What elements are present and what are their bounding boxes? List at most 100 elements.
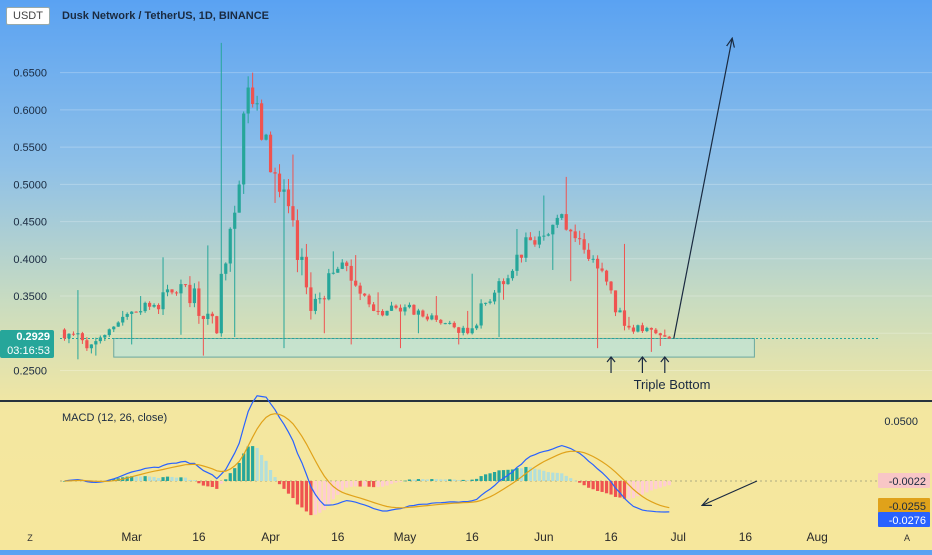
candle-body bbox=[363, 293, 367, 296]
macd-histogram-bar bbox=[165, 476, 170, 481]
macd-histogram-bar bbox=[497, 470, 501, 481]
arrow-head bbox=[606, 356, 616, 363]
candle-body bbox=[587, 249, 591, 259]
candle-body bbox=[85, 340, 89, 349]
macd-histogram-bar bbox=[519, 468, 524, 481]
macd-histogram-bar bbox=[201, 481, 205, 486]
candle-body bbox=[322, 298, 326, 300]
macd-value-badge bbox=[878, 498, 930, 513]
x-tick-label: Jun bbox=[534, 530, 553, 544]
candle-body bbox=[622, 310, 627, 326]
candle-body bbox=[246, 87, 250, 114]
candle-body bbox=[282, 189, 286, 192]
macd-histogram-bar bbox=[425, 479, 429, 481]
candle-body bbox=[233, 212, 237, 229]
candle-body bbox=[134, 311, 138, 313]
macd-histogram-bar bbox=[206, 481, 210, 487]
candle-body bbox=[143, 302, 147, 312]
macd-histogram-bar bbox=[295, 481, 300, 505]
candle-body bbox=[430, 315, 434, 320]
macd-histogram-bar bbox=[242, 453, 246, 481]
macd-layer bbox=[60, 395, 880, 516]
triple-bottom-arrow bbox=[660, 356, 670, 373]
macd-histogram-bar bbox=[636, 481, 640, 497]
symbol-badge[interactable]: USDT bbox=[6, 7, 50, 25]
price-countdown: 03:16:53 bbox=[7, 345, 50, 357]
macd-histogram-bar bbox=[282, 481, 286, 489]
macd-histogram-bar bbox=[434, 479, 438, 481]
macd-histogram-bar bbox=[309, 481, 313, 516]
candle-body bbox=[336, 268, 340, 273]
candle-body bbox=[112, 326, 116, 330]
macd-histogram-bar bbox=[224, 479, 228, 481]
macd-histogram-bar bbox=[667, 481, 671, 486]
macd-histogram-bar bbox=[475, 478, 479, 481]
macd-histogram-bar bbox=[188, 479, 192, 481]
candle-body bbox=[103, 335, 107, 338]
macd-histogram-bar bbox=[148, 476, 152, 481]
candle-body bbox=[228, 228, 232, 264]
macd-value-label: -0.0022 bbox=[889, 476, 926, 488]
candle-body bbox=[649, 327, 653, 330]
macd-histogram-bar bbox=[291, 481, 295, 499]
triple-bottom-label: Triple Bottom bbox=[634, 377, 711, 392]
candle-body bbox=[425, 316, 429, 320]
macd-histogram-bar bbox=[457, 480, 461, 481]
macd-histogram-bar bbox=[448, 479, 452, 481]
candle-body bbox=[76, 333, 80, 335]
macd-histogram-bar bbox=[452, 479, 456, 481]
macd-histogram-bar bbox=[246, 446, 250, 481]
macd-histogram-bar bbox=[174, 477, 179, 481]
candle-body bbox=[372, 304, 376, 311]
macd-histogram-bar bbox=[622, 481, 627, 499]
macd-histogram-bar bbox=[327, 481, 331, 505]
macd-histogram-bar bbox=[412, 479, 416, 481]
macd-histogram-bar bbox=[416, 479, 420, 481]
macd-histogram-bar bbox=[273, 477, 277, 481]
macd-histogram-bar bbox=[479, 476, 483, 481]
macd-histogram-bar bbox=[421, 479, 425, 481]
y-tick-label: 0.2500 bbox=[13, 366, 47, 378]
candle-body bbox=[600, 268, 604, 271]
candle-body bbox=[318, 298, 322, 300]
macd-value-label: -0.0276 bbox=[889, 515, 926, 527]
candle-body bbox=[260, 103, 264, 140]
macd-histogram-bar bbox=[336, 481, 340, 495]
macd-histogram-bar bbox=[139, 476, 143, 481]
macd-histogram-bar bbox=[470, 479, 474, 481]
candle-body bbox=[448, 322, 452, 324]
x-tick-label: Apr bbox=[261, 530, 280, 544]
macd-histogram-bar bbox=[130, 476, 134, 481]
macd-histogram-bar bbox=[604, 481, 609, 494]
x-tick-label: 16 bbox=[192, 530, 206, 544]
candle-body bbox=[71, 333, 76, 335]
candle-body bbox=[197, 288, 201, 316]
candle-body bbox=[466, 327, 470, 334]
candle-body bbox=[434, 315, 438, 320]
x-tick-label: Jul bbox=[671, 530, 686, 544]
y-tick-label: 0.4500 bbox=[13, 217, 47, 229]
candle-body bbox=[121, 316, 125, 323]
candle-body bbox=[174, 292, 179, 294]
x-tick-label: 16 bbox=[331, 530, 345, 544]
macd-value-badge bbox=[878, 512, 930, 527]
macd-histogram-bar bbox=[430, 479, 434, 481]
candle-body bbox=[609, 281, 613, 291]
candle-body bbox=[627, 325, 631, 328]
macd-value-badge bbox=[878, 473, 930, 488]
candle-body bbox=[327, 273, 331, 300]
macd-histogram-bar bbox=[578, 481, 582, 483]
macd-histogram-bar bbox=[443, 479, 447, 481]
macd-histogram-bar bbox=[251, 446, 255, 481]
macd-histogram-bar bbox=[484, 474, 488, 481]
macd-histogram-bar bbox=[349, 481, 353, 487]
candle-body bbox=[501, 281, 506, 285]
candle-body bbox=[183, 284, 188, 286]
candle-body bbox=[98, 337, 102, 342]
candle-body bbox=[394, 305, 398, 308]
candle-body bbox=[130, 311, 134, 314]
candle-body bbox=[313, 298, 317, 311]
x-tick-label: 16 bbox=[739, 530, 753, 544]
macd-histogram-bar bbox=[260, 455, 264, 481]
